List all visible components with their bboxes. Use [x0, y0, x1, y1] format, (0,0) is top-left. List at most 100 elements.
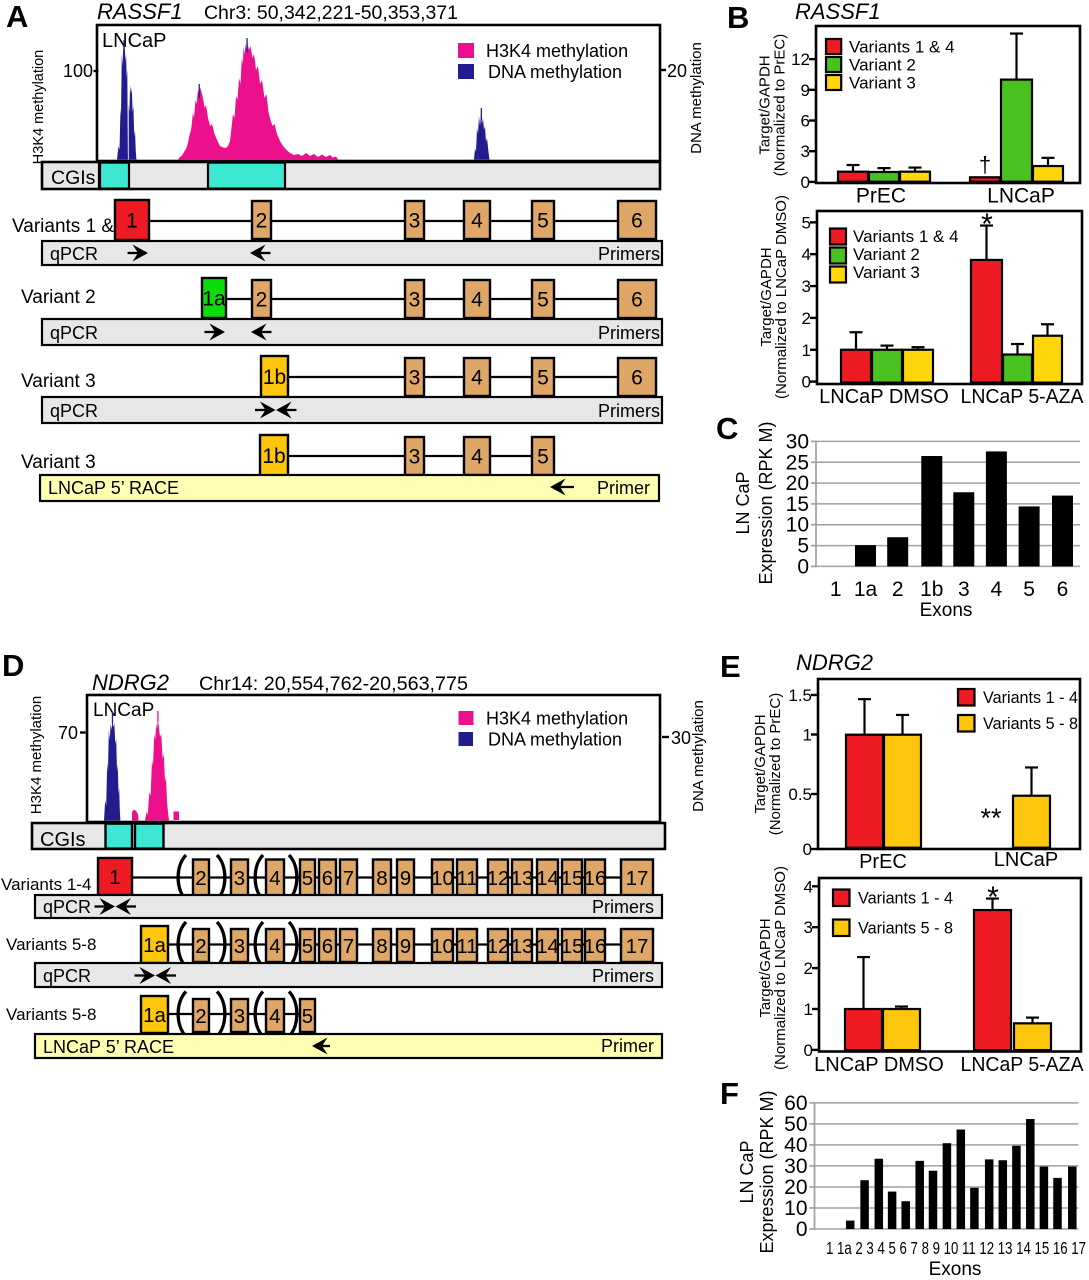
svg-text:1: 1	[804, 1000, 813, 1019]
svg-text:LNCaP 5-AZA: LNCaP 5-AZA	[961, 1054, 1085, 1076]
svg-text:Chr14: 20,554,762-20,563,775: Chr14: 20,554,762-20,563,775	[199, 674, 468, 695]
svg-text:15: 15	[561, 867, 584, 890]
svg-text:25: 25	[786, 451, 809, 474]
svg-text:1a: 1a	[854, 578, 878, 601]
svg-text:5: 5	[797, 535, 809, 558]
svg-text:70: 70	[58, 723, 78, 743]
svg-text:8: 8	[376, 867, 387, 890]
svg-text:4: 4	[804, 877, 813, 896]
svg-text:7: 7	[343, 935, 354, 958]
svg-text:6: 6	[631, 367, 643, 390]
svg-text:11: 11	[456, 935, 477, 958]
svg-text:Variants 5 - 8: Variants 5 - 8	[983, 714, 1078, 733]
svg-text:Primers: Primers	[592, 897, 654, 917]
svg-text:H3K4 methylation: H3K4 methylation	[486, 709, 628, 729]
svg-text:3: 3	[801, 142, 810, 161]
svg-text:†: †	[979, 152, 991, 177]
svg-text:Variant 3: Variant 3	[849, 74, 916, 93]
svg-text:3: 3	[409, 210, 421, 233]
svg-text:1 1a 2 3 4 5 6 7 8 9 10 11 12: 1 1a 2 3 4 5 6 7 8 9 10 11 12 13 14 15 1…	[826, 1238, 1086, 1258]
svg-text:1: 1	[803, 726, 812, 745]
svg-text:PrEC: PrEC	[859, 851, 907, 873]
svg-text:LNCaP DMSO: LNCaP DMSO	[814, 1054, 944, 1076]
svg-text:Variants 1 & 4: Variants 1 & 4	[12, 216, 130, 237]
svg-text:qPCR: qPCR	[50, 323, 98, 343]
svg-text:1.5: 1.5	[788, 686, 812, 705]
svg-text:17: 17	[626, 867, 649, 890]
svg-text:12: 12	[791, 50, 810, 69]
svg-text:10: 10	[431, 935, 454, 958]
svg-text:RASSF1: RASSF1	[795, 0, 881, 24]
svg-text:3: 3	[409, 367, 421, 390]
svg-text:3: 3	[804, 918, 813, 937]
svg-text:(Normalized to LNCaP DMSO): (Normalized to LNCaP DMSO)	[773, 195, 790, 399]
svg-text:Variant 2: Variant 2	[853, 245, 920, 264]
svg-text:NDRG2: NDRG2	[796, 650, 873, 675]
svg-text:3: 3	[234, 867, 245, 890]
svg-text:30: 30	[671, 728, 691, 748]
svg-text:4: 4	[471, 367, 483, 390]
svg-text:30: 30	[786, 430, 809, 453]
svg-text:LNCaP DMSO: LNCaP DMSO	[819, 386, 949, 408]
svg-text:6: 6	[1057, 578, 1069, 601]
svg-text:Target/GAPDH: Target/GAPDH	[757, 918, 774, 1017]
svg-text:2: 2	[802, 309, 811, 328]
svg-text:1b: 1b	[263, 366, 286, 389]
svg-text:60: 60	[784, 1092, 807, 1115]
svg-text:LN CaP: LN CaP	[733, 471, 753, 534]
svg-text:DNA methylation: DNA methylation	[488, 62, 622, 82]
svg-text:10: 10	[784, 1197, 807, 1220]
svg-text:0: 0	[802, 373, 811, 392]
svg-text:*: *	[981, 208, 993, 241]
svg-text:6: 6	[322, 867, 333, 890]
svg-text:15: 15	[561, 935, 584, 958]
svg-text:1a: 1a	[143, 934, 166, 957]
svg-text:Target/GAPDH: Target/GAPDH	[752, 714, 769, 813]
svg-text:Chr3: 50,342,221-50,353,371: Chr3: 50,342,221-50,353,371	[204, 3, 458, 24]
svg-text:20: 20	[667, 61, 687, 81]
svg-text:5: 5	[537, 289, 549, 312]
svg-text:Primers: Primers	[598, 244, 660, 264]
svg-text:4: 4	[471, 289, 483, 312]
svg-text:12: 12	[487, 867, 510, 890]
svg-text:2: 2	[195, 867, 206, 890]
svg-text:(Normalized to LNCaP DMSO): (Normalized to LNCaP DMSO)	[772, 866, 789, 1070]
svg-text:F: F	[720, 1076, 739, 1111]
svg-text:3: 3	[234, 1005, 245, 1028]
svg-text:2: 2	[892, 578, 904, 601]
svg-text:5: 5	[1023, 578, 1035, 601]
svg-text:5: 5	[537, 367, 549, 390]
svg-text:Primers: Primers	[598, 401, 660, 421]
svg-text:Expression (RPK M): Expression (RPK M)	[756, 421, 776, 584]
svg-text:qPCR: qPCR	[50, 401, 98, 421]
svg-text:Exons: Exons	[920, 600, 973, 621]
svg-text:Variants 1 & 4: Variants 1 & 4	[853, 227, 959, 246]
svg-text:6: 6	[801, 112, 810, 131]
svg-text:A: A	[6, 0, 28, 34]
svg-text:Variants 1 & 4: Variants 1 & 4	[849, 38, 955, 57]
svg-text:LNCaP: LNCaP	[994, 849, 1058, 871]
svg-text:4: 4	[471, 446, 483, 469]
svg-text:Variants 1 - 4: Variants 1 - 4	[983, 688, 1078, 707]
svg-text:1: 1	[126, 210, 138, 233]
svg-text:8: 8	[376, 935, 387, 958]
svg-text:1: 1	[802, 341, 811, 360]
svg-text:Variant 3: Variant 3	[21, 371, 96, 392]
svg-text:C: C	[716, 411, 738, 446]
svg-text:Variants 1-4: Variants 1-4	[1, 875, 91, 894]
svg-text:1a: 1a	[202, 288, 226, 311]
svg-text:5: 5	[537, 446, 549, 469]
svg-text:Primers: Primers	[592, 966, 654, 986]
svg-text:LNCaP 5’ RACE: LNCaP 5’ RACE	[43, 1037, 174, 1057]
svg-text:5: 5	[302, 935, 313, 958]
svg-text:CGIs: CGIs	[40, 829, 86, 851]
svg-text:2: 2	[804, 959, 813, 978]
svg-text:13: 13	[511, 935, 534, 958]
svg-text:16: 16	[584, 935, 607, 958]
svg-text:6: 6	[322, 935, 333, 958]
svg-text:14: 14	[536, 867, 559, 890]
svg-text:4: 4	[269, 935, 280, 958]
svg-text:13: 13	[511, 867, 534, 890]
svg-text:Variants 5 - 8: Variants 5 - 8	[858, 919, 953, 938]
svg-text:Variant 2: Variant 2	[21, 287, 96, 308]
